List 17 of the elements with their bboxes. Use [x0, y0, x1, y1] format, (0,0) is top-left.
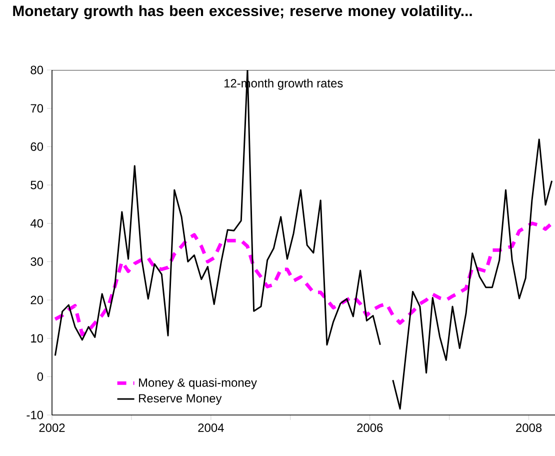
x-tick-label: 2002 — [39, 424, 65, 432]
y-tick-label: 70 — [30, 104, 44, 113]
y-tick-label: 0 — [37, 372, 44, 381]
y-tick-label: 80 — [30, 66, 44, 74]
x-tick-label: 2008 — [516, 424, 542, 432]
x-tick-label: 2004 — [198, 424, 224, 432]
y-tick-label: 20 — [30, 296, 44, 304]
legend-label: Money & quasi-money — [139, 378, 257, 390]
chart-title: Monetary growth has been excessive; reserve money volatility... — [13, 5, 472, 20]
y-tick-label: 50 — [30, 180, 44, 190]
legend-label: Reserve Money — [139, 394, 222, 405]
y-tick-label: -10 — [26, 410, 44, 420]
y-tick-label: 40 — [30, 219, 44, 228]
x-tick-label: 2006 — [357, 424, 383, 432]
y-tick-label: 30 — [30, 257, 44, 266]
y-tick-label: 10 — [31, 334, 44, 343]
y-tick-label: 60 — [30, 142, 44, 151]
